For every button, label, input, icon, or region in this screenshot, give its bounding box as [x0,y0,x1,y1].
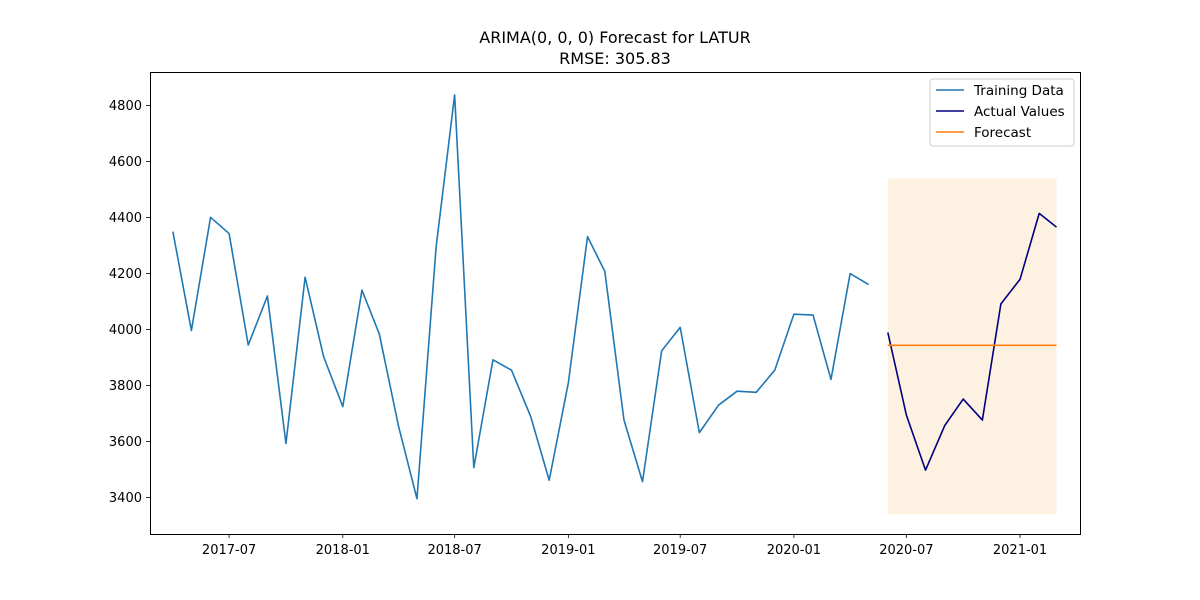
y-tick-label: 3800 [109,379,142,394]
y-tick-label: 4000 [109,323,142,338]
legend-label: Forecast [974,125,1031,141]
y-tick-label: 4800 [109,99,142,114]
x-tick-label: 2018-07 [427,543,481,558]
legend-box [929,78,1075,147]
x-tick-label: 2018-01 [316,543,370,558]
legend: Training Data Actual Values Forecast [929,78,1075,147]
y-tick-label: 4600 [109,155,142,170]
series-line-training-data [172,94,870,500]
x-tick-label: 2019-07 [653,543,707,558]
chart-subtitle: RMSE: 305.83 [559,49,671,68]
x-tick-label: 2021-01 [993,543,1047,558]
legend-label: Training Data [973,83,1064,99]
y-tick-label: 4200 [109,267,142,282]
y-tick-label: 3600 [109,435,142,450]
y-tick-label: 4400 [109,211,142,226]
x-tick-label: 2019-01 [541,543,595,558]
y-tick-label: 3400 [109,491,142,506]
legend-label: Actual Values [974,104,1065,120]
x-tick-label: 2020-07 [879,543,933,558]
forecast-band [887,178,1057,515]
series-line-actual-values [887,212,1058,471]
chart-title: ARIMA(0, 0, 0) Forecast for LATUR [479,28,750,47]
plot-frame [150,72,1081,535]
x-tick-label: 2017-07 [202,543,256,558]
x-tick-label: 2020-01 [767,543,821,558]
